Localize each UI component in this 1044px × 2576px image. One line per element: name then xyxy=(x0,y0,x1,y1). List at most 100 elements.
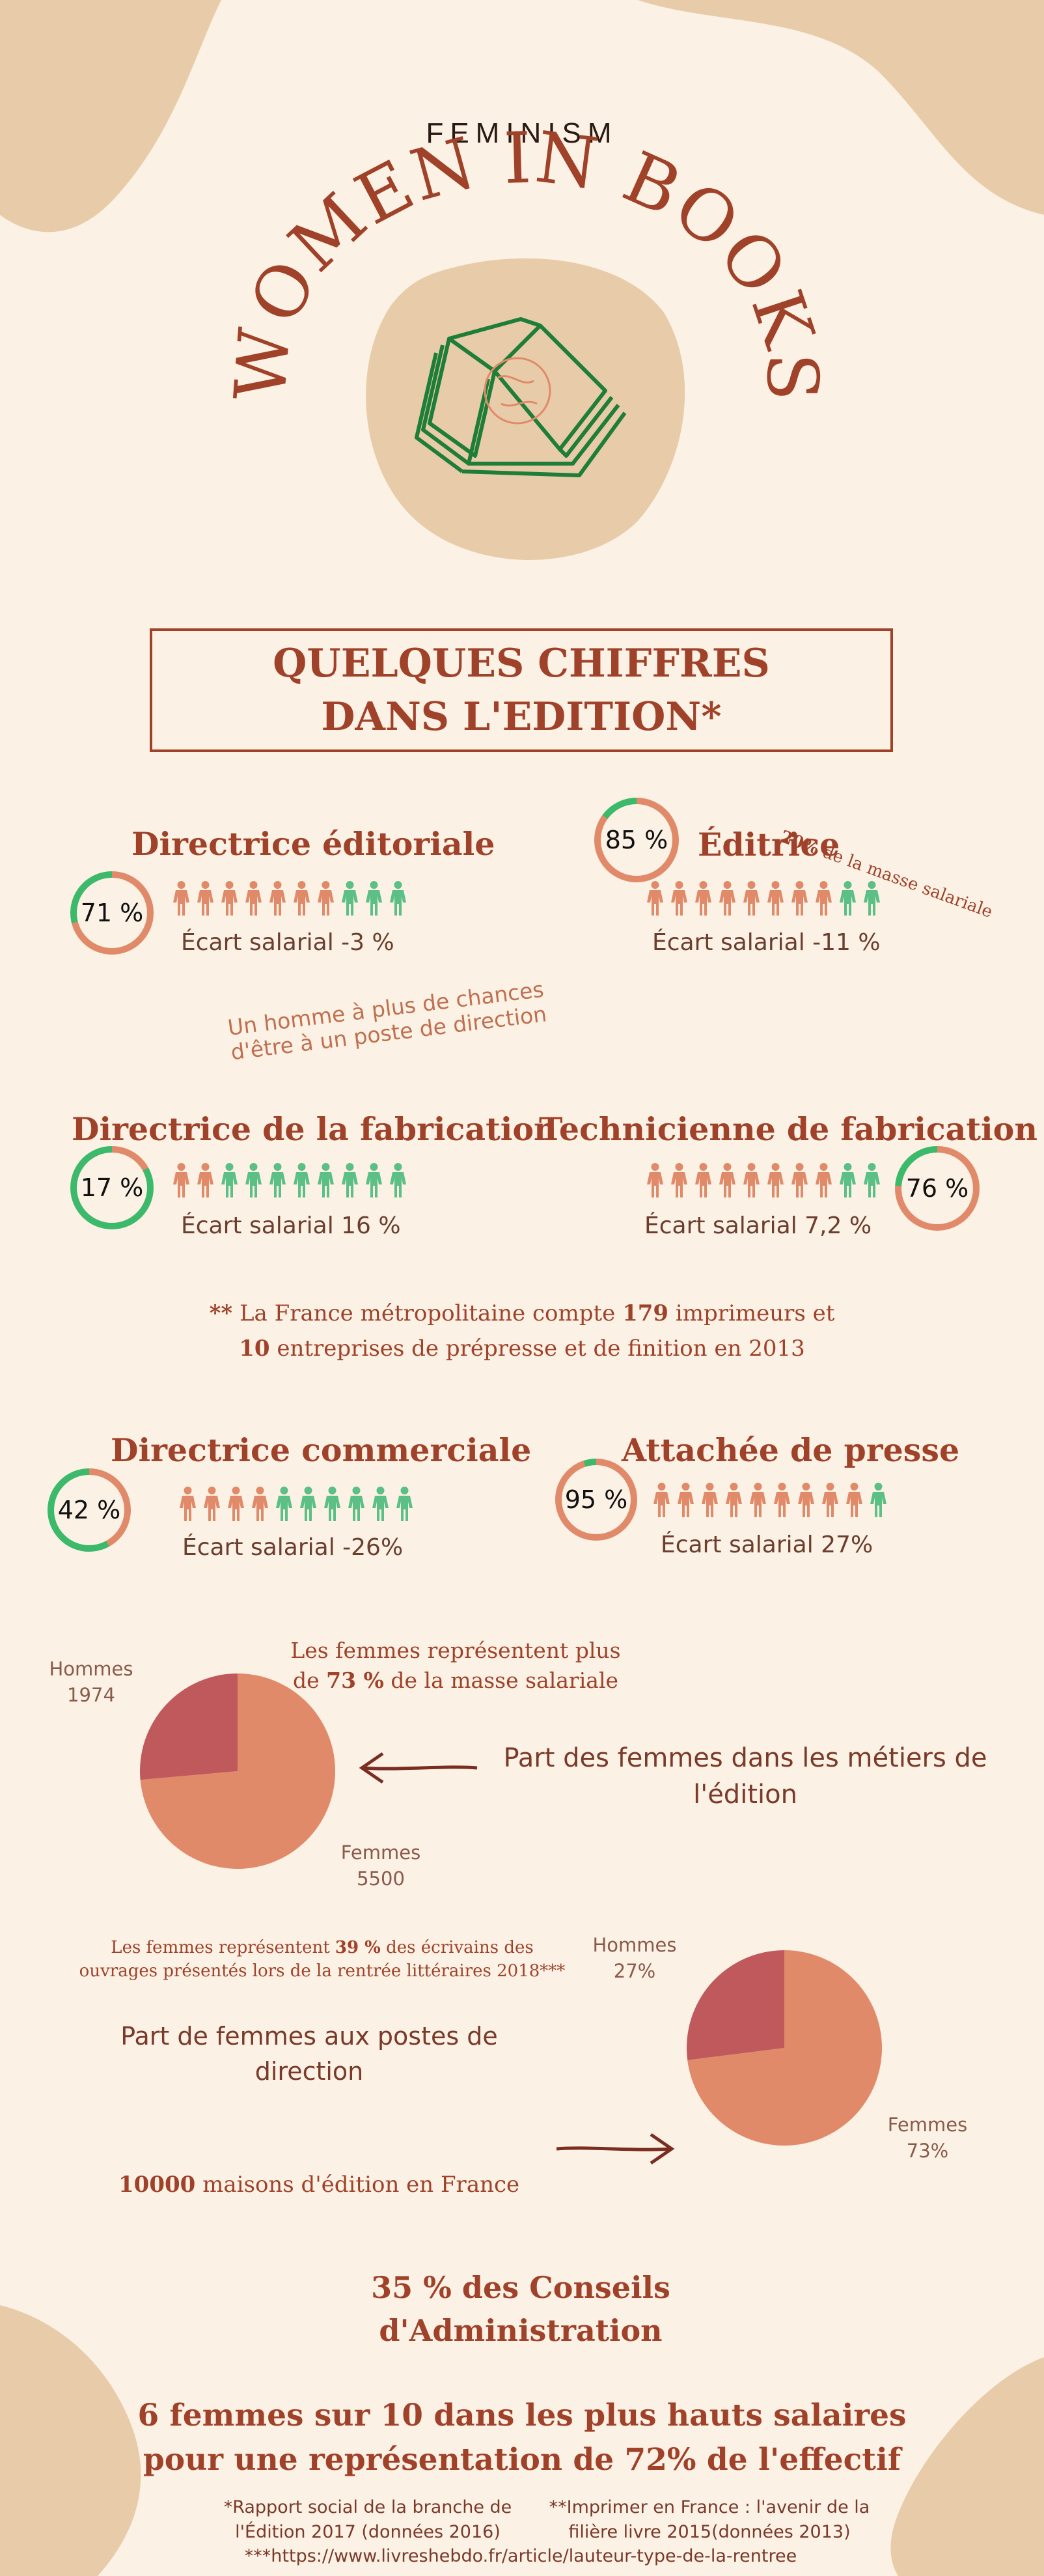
percent-label: 85 % xyxy=(601,804,672,876)
person-icon xyxy=(678,1483,694,1517)
pie-slice-hommes xyxy=(687,1950,784,2060)
pie1-caption-b: de la masse salariale xyxy=(383,1668,619,1693)
person-icon xyxy=(840,881,856,916)
imprint-note: ** La France métropolitaine compte 179 i… xyxy=(195,1296,849,1366)
people-row-3 xyxy=(644,1162,883,1199)
footnote-2: **Imprimer en France : l'avenir de la fi… xyxy=(549,2497,870,2542)
person-icon xyxy=(671,881,687,916)
person-icon xyxy=(276,1487,292,1521)
person-icon xyxy=(870,1483,886,1517)
pie1-women-label: Femmes 5500 xyxy=(329,1840,433,1892)
percent-label: 17 % xyxy=(77,1153,147,1223)
person-icon xyxy=(221,1163,238,1197)
person-icon xyxy=(324,1487,340,1521)
pie-slice-femmes xyxy=(687,1950,882,2146)
person-icon xyxy=(204,1487,220,1521)
pie-slice-femmes xyxy=(140,1673,335,1869)
person-icon xyxy=(719,881,735,916)
person-icon xyxy=(342,881,358,916)
percent-label: 95 % xyxy=(562,1465,631,1534)
pie1-men-label: Hommes 1974 xyxy=(39,1656,143,1708)
percent-ring-2: 17 % xyxy=(70,1146,154,1229)
footnote-marker: ** xyxy=(209,1300,233,1326)
people-row-2 xyxy=(171,1162,409,1199)
person-icon xyxy=(864,881,880,916)
person-icon xyxy=(822,1483,838,1517)
percent-label: 42 % xyxy=(54,1475,124,1545)
pie2-women-name: Femmes xyxy=(887,2114,968,2136)
person-icon xyxy=(695,881,711,916)
job-title-directrice-editoriale: Directrice éditoriale xyxy=(131,825,495,863)
person-icon xyxy=(396,1487,413,1521)
person-icon xyxy=(743,1163,760,1197)
person-icon xyxy=(647,881,663,916)
percent-ring-4: 42 % xyxy=(48,1468,131,1552)
person-icon xyxy=(269,1163,286,1197)
person-icon xyxy=(390,1163,406,1197)
percent-ring-1: 85 % xyxy=(594,798,679,882)
person-icon xyxy=(318,1163,334,1197)
pie1-caption-percent: 73 % xyxy=(326,1668,384,1693)
printers-count: 179 xyxy=(622,1300,669,1326)
person-icon xyxy=(197,881,213,916)
person-icon xyxy=(252,1487,268,1521)
person-icon xyxy=(221,881,238,916)
person-icon xyxy=(695,1163,711,1197)
percent-ring-3: 76 % xyxy=(895,1146,980,1231)
job-title-directrice-commerciale: Directrice commerciale xyxy=(111,1431,532,1469)
job-title-attachee-presse: Attachée de presse xyxy=(622,1431,960,1469)
salary-gap-5: Écart salarial 27% xyxy=(661,1532,873,1558)
pie2-women-value: 73% xyxy=(906,2140,949,2162)
person-icon xyxy=(726,1483,742,1517)
main-title: WOMEN IN BOOKS xyxy=(220,124,831,404)
person-icon xyxy=(300,1487,316,1521)
person-icon xyxy=(791,1163,808,1197)
pie2-caption: Les femmes représentent 39 % des écrivai… xyxy=(78,1936,566,1983)
open-book-icon xyxy=(415,317,627,477)
pie1-caption-a: Les femmes représentent plus de xyxy=(290,1638,621,1693)
pie2-men-name: Hommes xyxy=(592,1934,677,1956)
person-icon xyxy=(228,1487,244,1521)
publishers-note: 10000 maisons d'édition en France xyxy=(118,2172,519,2198)
percent-label: 76 % xyxy=(901,1153,973,1224)
pie1-men-name: Hommes xyxy=(49,1658,133,1680)
person-icon xyxy=(791,881,808,916)
person-icon xyxy=(245,881,262,916)
person-icon xyxy=(816,1163,832,1197)
person-icon xyxy=(294,881,310,916)
imprint-text-b: imprimeurs et xyxy=(668,1300,835,1326)
person-icon xyxy=(318,881,334,916)
salary-gap-4: Écart salarial -26% xyxy=(182,1534,404,1561)
person-icon xyxy=(846,1483,862,1517)
pie1-women-value: 5500 xyxy=(357,1868,405,1890)
people-row-1 xyxy=(644,880,883,917)
person-icon xyxy=(348,1487,364,1521)
salary-gap-2: Écart salarial 16 % xyxy=(181,1212,401,1239)
person-icon xyxy=(774,1483,790,1517)
person-icon xyxy=(197,1163,213,1197)
footnote-3: ***https://www.livreshebdo.fr/article/la… xyxy=(244,2546,797,2566)
pie2-caption-percent: 39 % xyxy=(335,1938,381,1957)
person-icon xyxy=(767,881,784,916)
people-row-0 xyxy=(171,880,409,917)
person-icon xyxy=(390,881,406,916)
arrow-icon-left xyxy=(359,1752,478,1784)
arrow-icon-right xyxy=(556,2133,675,2165)
person-icon xyxy=(173,881,189,916)
pie2-caption-a: Les femmes représentent xyxy=(111,1938,335,1957)
person-icon xyxy=(702,1483,718,1517)
pie-chart-1 xyxy=(140,1673,335,1869)
pie2-men-value: 27% xyxy=(613,1960,656,1982)
section-title-box: QUELQUES CHIFFRES DANS L'EDITION* xyxy=(150,628,893,752)
person-icon xyxy=(342,1163,358,1197)
pie1-women-name: Femmes xyxy=(340,1841,421,1864)
person-icon xyxy=(671,1163,687,1197)
pie2-women-label: Femmes 73% xyxy=(875,2112,980,2164)
person-icon xyxy=(269,881,286,916)
footnote-1: *Rapport social de la branche de l'Éditi… xyxy=(223,2497,512,2542)
person-icon xyxy=(366,881,382,916)
person-icon xyxy=(750,1483,766,1517)
person-icon xyxy=(816,881,832,916)
people-row-4 xyxy=(177,1486,415,1522)
section-title: QUELQUES CHIFFRES DANS L'EDITION* xyxy=(273,641,770,740)
